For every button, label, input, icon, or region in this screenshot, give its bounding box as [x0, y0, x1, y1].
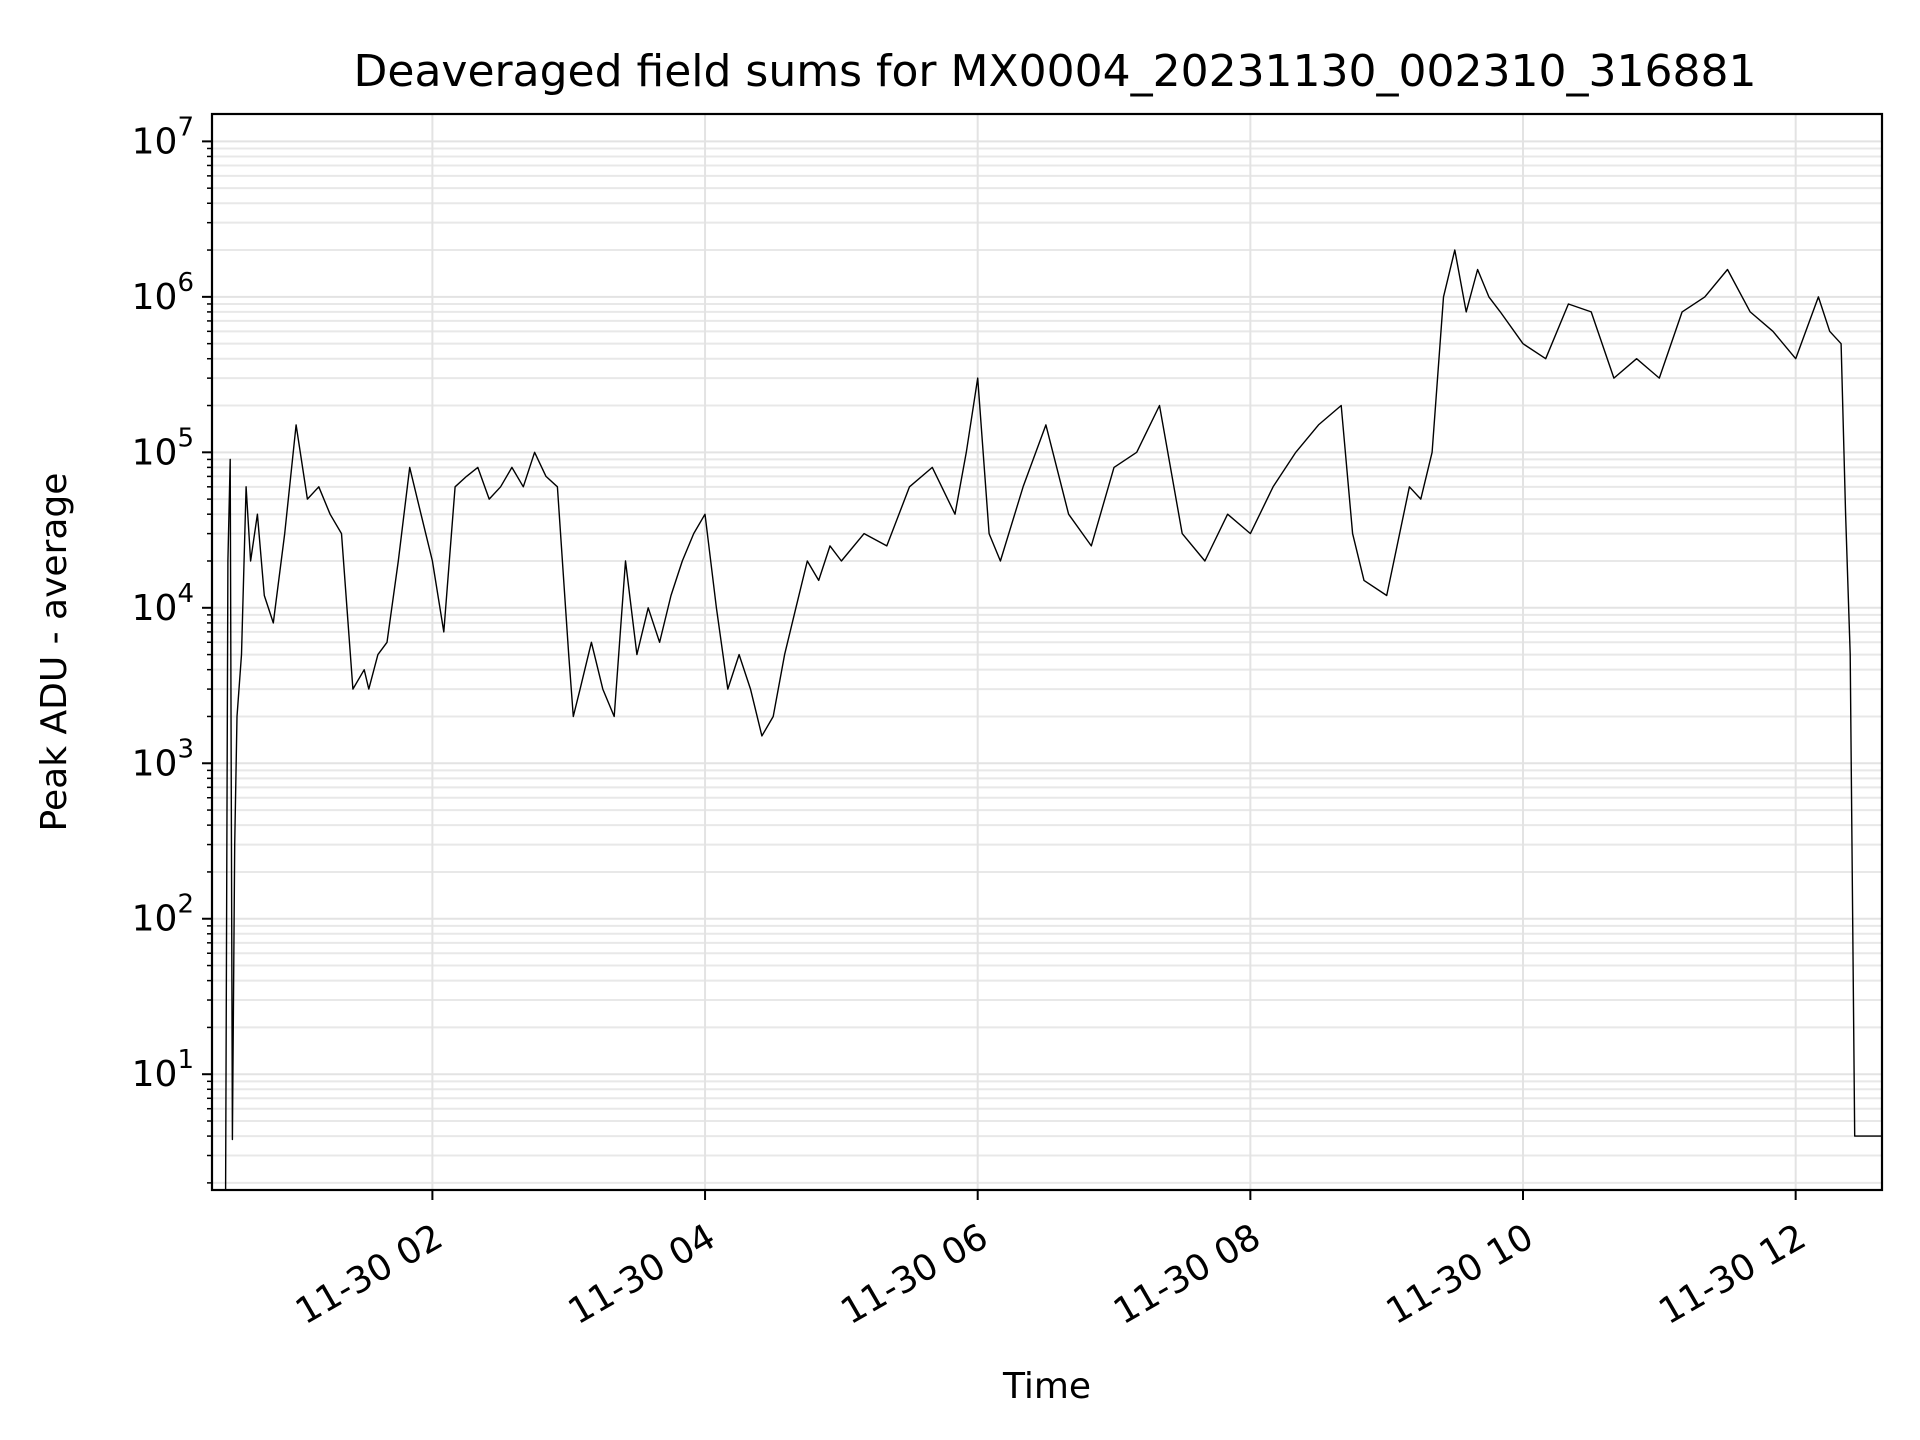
y-tick-base: 10: [132, 277, 178, 318]
y-tick-label: 102: [132, 890, 194, 940]
data-series-line: [224, 249, 1882, 1191]
y-tick-exponent: 1: [177, 1045, 194, 1075]
y-tick-label: 104: [132, 579, 194, 629]
y-tick-exponent: 3: [177, 734, 194, 764]
y-tick-base: 10: [132, 743, 178, 784]
y-tick-exponent: 6: [177, 268, 194, 298]
y-tick-base: 10: [132, 1054, 178, 1095]
y-tick-label: 106: [132, 268, 194, 318]
x-axis-label: Time: [1002, 1366, 1091, 1407]
y-tick-label: 107: [132, 112, 194, 162]
y-tick-exponent: 5: [177, 423, 194, 453]
y-tick-base: 10: [132, 588, 178, 629]
y-tick-base: 10: [132, 899, 178, 940]
series-layer: [224, 249, 1882, 1191]
chart-title: Deaveraged field sums for MX0004_2023113…: [354, 46, 1757, 97]
y-tick-base: 10: [132, 121, 178, 162]
y-tick-label: 103: [132, 734, 194, 784]
y-tick-exponent: 7: [177, 112, 194, 142]
y-tick-label: 101: [132, 1045, 194, 1095]
plot-frame: [210, 112, 1884, 1192]
axis-ticks: [202, 140, 1797, 1200]
grid-lines: [212, 114, 1882, 1190]
y-tick-exponent: 4: [177, 579, 194, 609]
y-tick-exponent: 2: [177, 890, 194, 920]
y-axis-label: Peak ADU - average: [34, 473, 75, 832]
y-tick-label: 105: [132, 423, 194, 473]
y-tick-base: 10: [132, 432, 178, 473]
